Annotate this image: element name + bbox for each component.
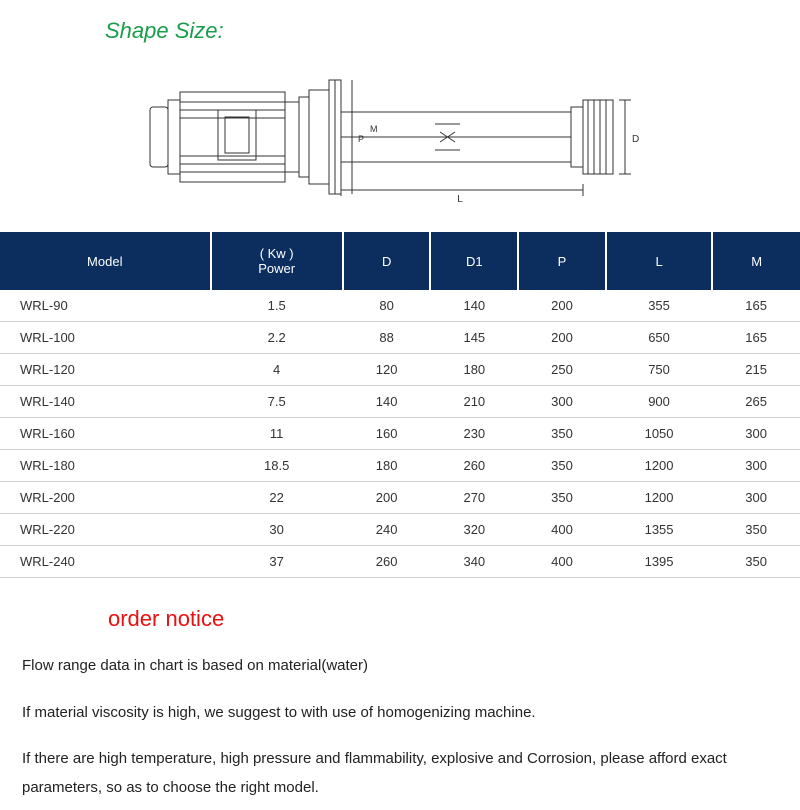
table-row: WRL-1002.288145200650165: [0, 322, 800, 354]
table-cell: 750: [606, 354, 712, 386]
table-row: WRL-18018.51802603501200300: [0, 450, 800, 482]
table-cell: 22: [211, 482, 343, 514]
table-cell: 2.2: [211, 322, 343, 354]
table-cell: 320: [430, 514, 518, 546]
table-cell: 30: [211, 514, 343, 546]
table-cell: 165: [712, 322, 800, 354]
table-cell: 300: [712, 482, 800, 514]
col-header: ( Kw )Power: [211, 232, 343, 290]
pump-diagram-svg: L P M D: [140, 72, 660, 212]
table-cell: 400: [518, 514, 606, 546]
table-cell: 120: [343, 354, 431, 386]
notice-paragraph: If there are high temperature, high pres…: [22, 745, 778, 802]
table-cell: 37: [211, 546, 343, 578]
dim-label-d: D: [632, 134, 639, 145]
table-cell: 260: [430, 450, 518, 482]
table-cell: 350: [518, 418, 606, 450]
table-cell: WRL-160: [0, 418, 211, 450]
table-cell: 650: [606, 322, 712, 354]
table-cell: 340: [430, 546, 518, 578]
table-cell: 1355: [606, 514, 712, 546]
table-cell: 11: [211, 418, 343, 450]
table-row: WRL-1204120180250750215: [0, 354, 800, 386]
table-cell: 200: [343, 482, 431, 514]
table-cell: WRL-100: [0, 322, 211, 354]
table-cell: 1.5: [211, 290, 343, 322]
col-header: M: [712, 232, 800, 290]
table-cell: WRL-220: [0, 514, 211, 546]
table-cell: WRL-120: [0, 354, 211, 386]
table-cell: 900: [606, 386, 712, 418]
table-cell: 1200: [606, 482, 712, 514]
table-cell: WRL-140: [0, 386, 211, 418]
shape-size-title: Shape Size:: [0, 0, 800, 52]
col-header: P: [518, 232, 606, 290]
table-cell: 180: [430, 354, 518, 386]
notice-paragraph: If material viscosity is high, we sugges…: [22, 699, 778, 728]
table-row: WRL-901.580140200355165: [0, 290, 800, 322]
table-cell: 300: [712, 450, 800, 482]
table-cell: 265: [712, 386, 800, 418]
table-row: WRL-220302403204001355350: [0, 514, 800, 546]
table-cell: 4: [211, 354, 343, 386]
table-cell: 355: [606, 290, 712, 322]
col-header: D1: [430, 232, 518, 290]
table-cell: WRL-200: [0, 482, 211, 514]
table-cell: 215: [712, 354, 800, 386]
table-cell: 300: [712, 418, 800, 450]
table-cell: 165: [712, 290, 800, 322]
notice-paragraph: Flow range data in chart is based on mat…: [22, 652, 778, 681]
dim-label-p: P: [358, 134, 364, 144]
table-row: WRL-160111602303501050300: [0, 418, 800, 450]
table-cell: 160: [343, 418, 431, 450]
col-header: L: [606, 232, 712, 290]
spec-table-header: Model( Kw )PowerDD1PLM: [0, 232, 800, 290]
table-cell: 260: [343, 546, 431, 578]
order-notice-title: order notice: [0, 578, 800, 642]
table-cell: 300: [518, 386, 606, 418]
table-cell: 250: [518, 354, 606, 386]
table-cell: 7.5: [211, 386, 343, 418]
table-cell: WRL-180: [0, 450, 211, 482]
technical-diagram: L P M D: [0, 52, 800, 232]
table-row: WRL-1407.5140210300900265: [0, 386, 800, 418]
col-header: Model: [0, 232, 211, 290]
table-cell: 350: [712, 514, 800, 546]
table-cell: 18.5: [211, 450, 343, 482]
table-cell: 140: [343, 386, 431, 418]
table-row: WRL-240372603404001395350: [0, 546, 800, 578]
table-cell: 88: [343, 322, 431, 354]
table-cell: WRL-240: [0, 546, 211, 578]
dim-label-m: M: [370, 124, 378, 134]
table-cell: 400: [518, 546, 606, 578]
table-cell: 1200: [606, 450, 712, 482]
table-row: WRL-200222002703501200300: [0, 482, 800, 514]
table-cell: 145: [430, 322, 518, 354]
table-cell: 240: [343, 514, 431, 546]
table-cell: 350: [518, 450, 606, 482]
spec-table: Model( Kw )PowerDD1PLM WRL-901.580140200…: [0, 232, 800, 578]
table-cell: 210: [430, 386, 518, 418]
table-cell: 350: [712, 546, 800, 578]
table-cell: 180: [343, 450, 431, 482]
table-cell: 350: [518, 482, 606, 514]
spec-table-body: WRL-901.580140200355165WRL-1002.28814520…: [0, 290, 800, 578]
table-cell: 1395: [606, 546, 712, 578]
order-notice-body: Flow range data in chart is based on mat…: [0, 642, 800, 802]
table-cell: 200: [518, 322, 606, 354]
table-cell: 200: [518, 290, 606, 322]
table-cell: 1050: [606, 418, 712, 450]
table-cell: 140: [430, 290, 518, 322]
table-cell: 80: [343, 290, 431, 322]
table-cell: 230: [430, 418, 518, 450]
dim-label-l: L: [457, 194, 463, 205]
table-cell: WRL-90: [0, 290, 211, 322]
table-cell: 270: [430, 482, 518, 514]
col-header: D: [343, 232, 431, 290]
